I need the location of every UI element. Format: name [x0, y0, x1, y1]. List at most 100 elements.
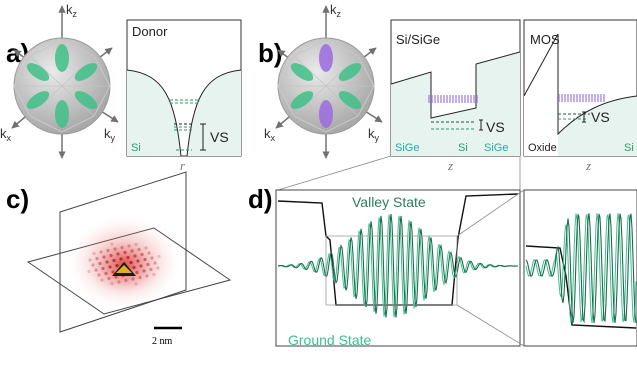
mos-title: MOS: [530, 32, 560, 47]
mos-potential-plot: MOS VS Oxide Si z: [523, 19, 637, 173]
ky-label: ky: [104, 126, 116, 143]
potential-profile-zoom-line: [525, 245, 637, 329]
kz-label: kz: [66, 2, 78, 19]
panel-b-letter: b): [258, 38, 283, 68]
mos-vs-label: VS: [591, 109, 610, 125]
density-dot: [124, 278, 128, 283]
valley-icon: [319, 44, 333, 72]
density-dot: [150, 256, 154, 260]
sige-si-label: Si: [458, 142, 468, 154]
brillouin-zone-purple: kz kx ky: [264, 2, 383, 159]
density-dot: [123, 250, 127, 255]
density-dot: [114, 275, 118, 279]
donor-si-label: Si: [131, 142, 141, 154]
density-dot: [127, 244, 131, 248]
sige-left-label: SiGe: [395, 142, 419, 154]
density-dot: [157, 254, 161, 259]
wavefunction-density: [68, 216, 180, 308]
vertical-plane: [59, 171, 187, 333]
density-dot: [131, 277, 135, 281]
wavefunction-zoom-plot: [456, 189, 637, 347]
density-dot: [147, 251, 151, 255]
valley-icon: [290, 91, 314, 109]
density-dot: [116, 252, 120, 256]
panel-a: a) kz kx ky: [0, 2, 242, 173]
density-dot: [112, 258, 116, 263]
density-dot: [106, 248, 110, 253]
valley-icon: [55, 100, 69, 128]
density-dot: [136, 259, 140, 263]
density-dot: [135, 270, 139, 275]
panel-d: d) Valley State Ground State: [248, 155, 637, 348]
density-dot: [98, 261, 102, 266]
ground-state-label: Ground State: [288, 332, 371, 348]
ky-label: ky: [368, 126, 380, 143]
mos-xaxis-label: z: [585, 158, 591, 173]
panel-c: c) 2 nm: [6, 171, 232, 347]
density-dot: [134, 242, 138, 247]
donor-xaxis-label: r: [180, 158, 186, 173]
ground-state-line: [277, 214, 519, 318]
density-dot: [111, 270, 115, 274]
density-dot: [139, 264, 143, 268]
valley-icon: [55, 44, 69, 72]
density-dot: [149, 267, 153, 272]
density-dot: [152, 272, 156, 277]
sige-potential-plot: Si/SiGe VS SiGe Si SiGe z: [390, 19, 521, 173]
density-dot: [92, 251, 96, 256]
density-dot: [102, 255, 106, 259]
sige-xaxis-label: z: [447, 158, 453, 173]
density-dot: [109, 253, 113, 258]
density-dot: [113, 247, 117, 251]
density-dot: [97, 273, 101, 277]
density-dot: [146, 262, 150, 267]
valley-state-zoom-line: [525, 213, 637, 324]
density-dot: [126, 255, 130, 260]
density-dot: [117, 280, 121, 284]
density-dot: [120, 245, 124, 250]
panel-d-letter: d): [248, 184, 273, 214]
density-dot: [104, 271, 108, 276]
density-dot: [91, 263, 95, 267]
density-dot: [133, 254, 137, 258]
density-dot: [156, 266, 160, 270]
density-dot: [130, 249, 134, 253]
donor-title: Donor: [132, 24, 168, 39]
panel-c-letter: c): [6, 184, 29, 214]
density-dot: [107, 276, 111, 281]
mos-oxide-label: Oxide: [528, 142, 557, 154]
scale-bar-label: 2 nm: [152, 336, 173, 347]
density-dot: [119, 257, 123, 261]
sige-vs-label: VS: [486, 119, 505, 135]
valley-icon: [26, 63, 50, 81]
valley-icon: [319, 100, 333, 128]
density-dot: [99, 250, 103, 254]
density-dot: [108, 265, 112, 269]
density-dot: [129, 260, 133, 265]
donor-potential-plot: Donor VS Si r: [126, 19, 242, 173]
density-dot: [144, 246, 148, 250]
density-dot: [115, 263, 119, 268]
sige-right-label: SiGe: [484, 142, 508, 154]
density-dot: [95, 256, 99, 261]
valley-icon: [74, 63, 98, 81]
density-dot: [153, 261, 157, 265]
valley-icon: [338, 91, 362, 109]
valley-icon: [338, 63, 362, 81]
density-dot: [100, 278, 104, 282]
density-dot: [132, 265, 136, 270]
density-dot: [140, 252, 144, 257]
kx-label: kx: [0, 126, 12, 143]
density-dot: [105, 260, 109, 264]
density-dot: [134, 282, 138, 286]
density-dot: [88, 258, 92, 262]
density-dot: [110, 242, 114, 246]
density-dot: [110, 281, 114, 286]
density-dot: [143, 257, 147, 262]
density-dot: [87, 269, 91, 274]
valley-icon: [290, 63, 314, 81]
density-dot: [142, 269, 146, 273]
sige-title: Si/SiGe: [396, 32, 440, 47]
mos-si-label: Si: [624, 142, 634, 154]
kz-label: kz: [330, 2, 342, 19]
